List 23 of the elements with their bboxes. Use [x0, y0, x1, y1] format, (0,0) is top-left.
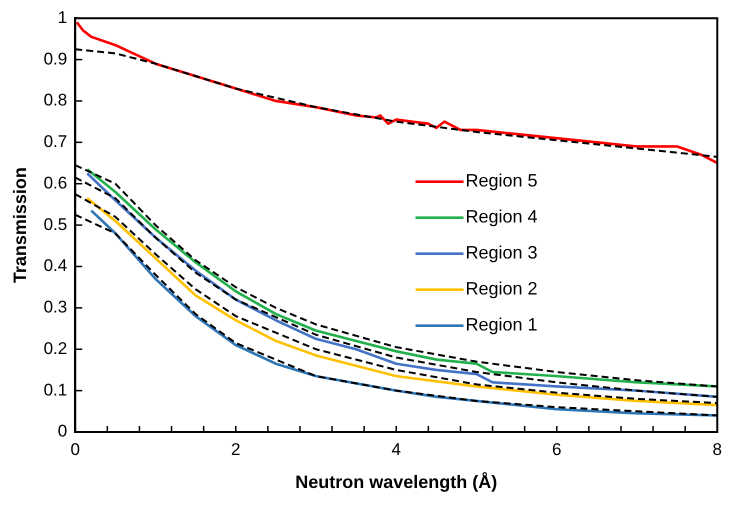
x-axis-title: Neutron wavelength (Å)	[295, 472, 498, 492]
x-tick-label: 0	[70, 440, 80, 459]
y-tick-label: 0.2	[44, 338, 68, 358]
legend-label: Region 1	[466, 314, 538, 335]
y-tick-label: 0.9	[44, 49, 68, 68]
y-tick-label: 0.6	[44, 173, 68, 192]
y-tick-label: 1	[58, 8, 68, 27]
y-tick-label: 0	[58, 422, 68, 441]
y-tick-label: 0.8	[44, 90, 68, 110]
legend-label: Region 5	[466, 170, 538, 191]
x-tick-label: 2	[231, 440, 240, 459]
y-tick-label: 0.3	[44, 298, 68, 317]
legend-label: Region 3	[466, 242, 538, 263]
x-tick-label: 6	[552, 440, 562, 459]
y-tick-label: 0.5	[44, 214, 68, 234]
x-tick-label: 4	[392, 440, 401, 459]
y-axis-title: Transmission	[10, 167, 30, 284]
x-tick-label: 8	[712, 440, 722, 459]
y-tick-label: 0.1	[44, 380, 68, 400]
legend-label: Region 4	[466, 206, 538, 227]
y-tick-label: 0.7	[44, 132, 68, 152]
legend-label: Region 2	[466, 278, 538, 299]
y-tick-label: 0.4	[44, 256, 68, 276]
